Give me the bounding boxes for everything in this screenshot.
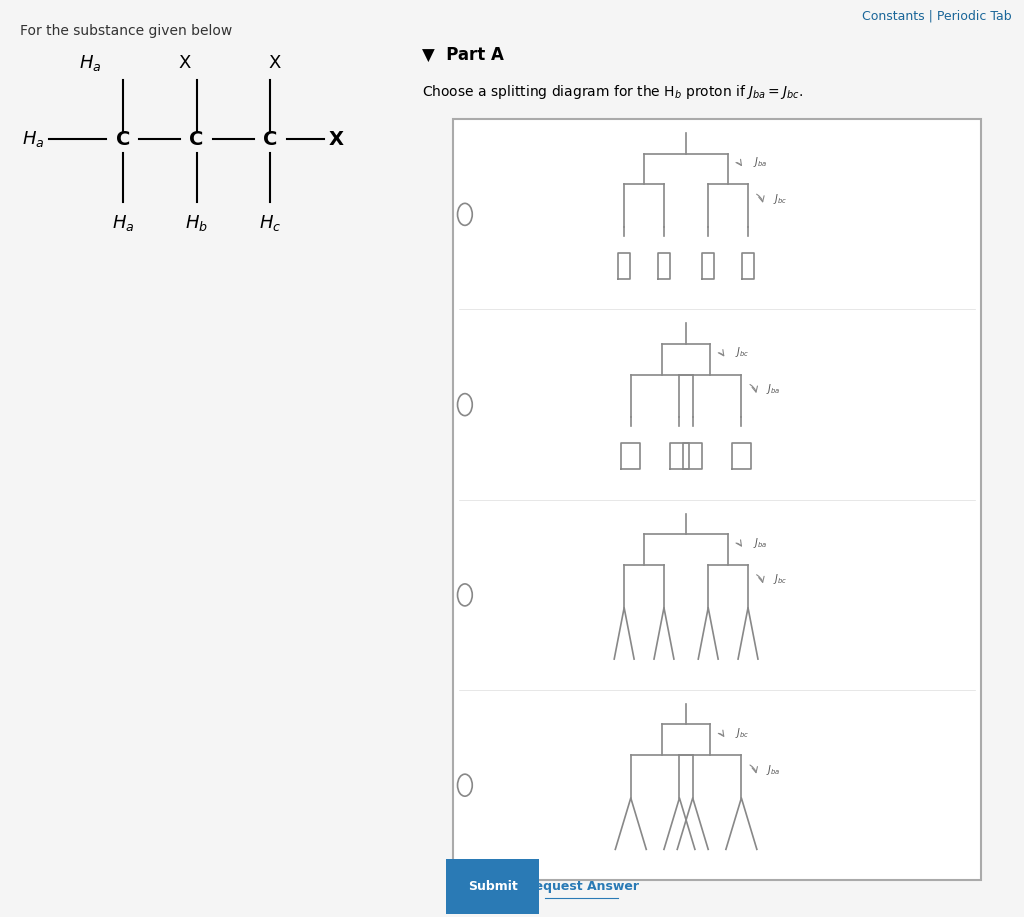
Text: $J_{bc}$: $J_{bc}$ bbox=[735, 346, 750, 359]
Text: $J_{bc}$: $J_{bc}$ bbox=[772, 192, 787, 206]
Text: $J_{ba}$: $J_{ba}$ bbox=[766, 763, 780, 777]
Circle shape bbox=[458, 774, 472, 796]
Text: X: X bbox=[329, 130, 343, 149]
Text: $J_{ba}$: $J_{ba}$ bbox=[753, 536, 767, 549]
Text: $J_{ba}$: $J_{ba}$ bbox=[753, 155, 767, 169]
Circle shape bbox=[458, 393, 472, 415]
Text: $H_c$: $H_c$ bbox=[259, 213, 282, 233]
Circle shape bbox=[458, 584, 472, 606]
FancyBboxPatch shape bbox=[446, 859, 539, 914]
Text: For the substance given below: For the substance given below bbox=[20, 25, 232, 39]
Text: X: X bbox=[268, 54, 281, 72]
Text: Choose a splitting diagram for the H$_b$ proton if $J_{ba} = J_{bc}$.: Choose a splitting diagram for the H$_b$… bbox=[422, 83, 803, 101]
Text: $H_a$: $H_a$ bbox=[112, 213, 134, 233]
Text: $H_b$: $H_b$ bbox=[185, 213, 208, 233]
Text: C: C bbox=[189, 130, 204, 149]
Text: $H_a$: $H_a$ bbox=[79, 52, 101, 72]
Text: $J_{bc}$: $J_{bc}$ bbox=[735, 726, 750, 740]
Text: C: C bbox=[116, 130, 130, 149]
FancyBboxPatch shape bbox=[453, 119, 981, 880]
Text: C: C bbox=[263, 130, 278, 149]
Text: ▼  Part A: ▼ Part A bbox=[422, 46, 504, 64]
Text: Submit: Submit bbox=[468, 880, 517, 893]
Text: X: X bbox=[178, 54, 190, 72]
Text: $J_{bc}$: $J_{bc}$ bbox=[772, 572, 787, 587]
Text: Request Answer: Request Answer bbox=[524, 880, 639, 893]
Text: Constants | Periodic Tab: Constants | Periodic Tab bbox=[862, 9, 1012, 22]
Text: $J_{ba}$: $J_{ba}$ bbox=[766, 382, 780, 396]
Circle shape bbox=[458, 204, 472, 226]
Text: $H_a$: $H_a$ bbox=[22, 129, 44, 149]
